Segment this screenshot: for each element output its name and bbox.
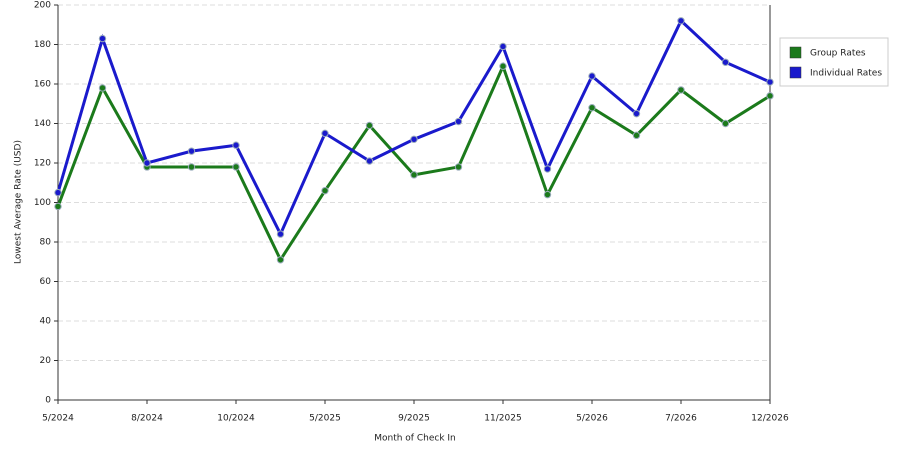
legend-label: Individual Rates — [810, 69, 882, 79]
x-tick-label: 5/2026 — [576, 414, 608, 424]
legend-label: Group Rates — [810, 49, 866, 59]
data-point — [321, 186, 329, 195]
data-point — [321, 129, 329, 138]
y-tick-label: 100 — [34, 198, 51, 208]
y-tick-label: 0 — [45, 396, 51, 406]
data-point — [499, 62, 507, 70]
data-point — [54, 202, 62, 211]
x-tick-label: 12/2026 — [751, 414, 789, 424]
data-point — [232, 163, 240, 171]
data-point — [721, 58, 730, 66]
data-point — [276, 230, 285, 238]
y-tick-label: 80 — [40, 238, 52, 248]
y-tick-label: 20 — [40, 356, 52, 366]
data-point — [721, 119, 730, 128]
y-tick-label: 180 — [34, 40, 51, 50]
data-point — [499, 42, 507, 51]
data-point — [143, 159, 151, 167]
data-point — [98, 34, 107, 43]
y-tick-label: 140 — [34, 119, 51, 129]
data-point — [187, 163, 196, 171]
y-tick-label: 60 — [40, 277, 52, 287]
y-tick-label: 200 — [34, 1, 51, 11]
x-tick-label: 10/2024 — [217, 414, 255, 424]
y-tick-label: 160 — [34, 80, 51, 90]
data-point — [454, 117, 463, 126]
x-tick-label: 7/2026 — [665, 414, 697, 424]
legend-swatch — [789, 46, 802, 59]
data-point — [677, 86, 685, 94]
data-point — [365, 121, 374, 130]
y-axis-label: Lowest Average Rate (USD) — [14, 140, 24, 264]
x-tick-label: 11/2025 — [484, 414, 521, 424]
y-tick-label: 120 — [34, 159, 51, 169]
data-point — [543, 190, 552, 199]
data-point — [98, 84, 107, 92]
data-point — [588, 104, 596, 112]
data-point — [454, 163, 463, 171]
data-point — [365, 157, 374, 165]
data-point — [766, 78, 774, 86]
x-axis-label: Month of Check In — [374, 434, 456, 444]
data-point — [232, 141, 240, 149]
data-point — [588, 72, 596, 80]
data-point — [766, 92, 774, 100]
data-point — [677, 17, 685, 25]
data-point — [187, 147, 196, 155]
data-point — [543, 165, 552, 173]
y-tick-label: 40 — [40, 317, 52, 327]
legend-box — [779, 37, 889, 87]
x-tick-label: 8/2024 — [131, 414, 163, 424]
data-point — [276, 256, 285, 264]
data-point — [54, 188, 62, 197]
data-point — [410, 171, 418, 179]
x-tick-label: 5/2024 — [42, 414, 74, 424]
x-tick-label: 9/2025 — [398, 414, 430, 424]
data-point — [632, 131, 641, 140]
x-tick-label: 5/2025 — [309, 414, 341, 424]
data-point — [632, 109, 641, 118]
data-point — [410, 135, 418, 144]
legend-swatch — [789, 66, 802, 79]
